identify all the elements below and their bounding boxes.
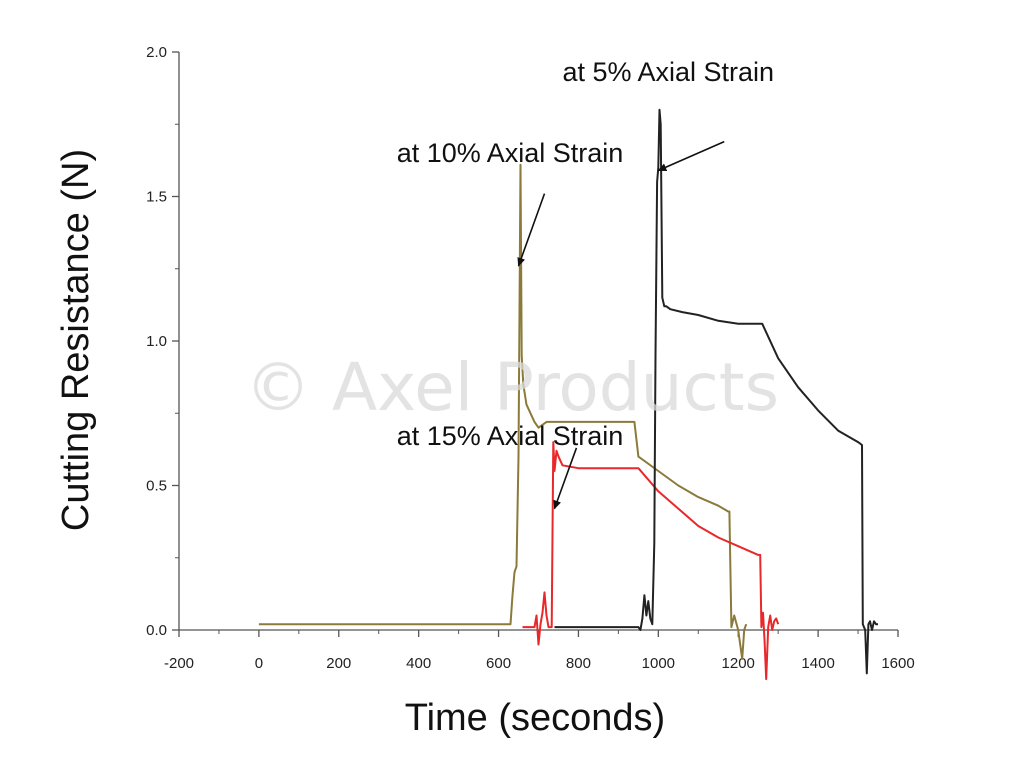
y-tick-label: 0.5 [146, 478, 167, 495]
series-line-3 [554, 108, 878, 675]
annotation-label-1: at 5% Axial Strain [562, 57, 774, 87]
x-tick-label: 1200 [722, 655, 755, 672]
series-layer [258, 108, 878, 681]
x-tick-label: 0 [255, 655, 263, 672]
annotation-layer: at 5% Axial Strain at 10% Axial Strain at … [397, 57, 774, 510]
y-tick-label: 0.0 [146, 622, 167, 639]
x-tick-label: 1400 [801, 655, 834, 672]
annotation-arrow-1 [657, 140, 725, 172]
y-tick-label: 1.5 [146, 189, 167, 206]
x-tick-label: 200 [326, 655, 351, 672]
annotation-arrow-3 [553, 447, 578, 510]
y-axis-title: Cutting Resistance (N) [55, 149, 97, 531]
series-line-2 [522, 441, 780, 681]
y-tick-label: 1.0 [146, 333, 167, 350]
x-tick-label: 600 [486, 655, 511, 672]
x-tick-label: 800 [566, 655, 591, 672]
annotation-arrow-2 [517, 193, 546, 267]
y-tick-label: 2.0 [146, 44, 167, 61]
annotation-label-3: at 15% Axial Strain [397, 421, 624, 451]
x-tick-label: 400 [406, 655, 431, 672]
annotation-label-2: at 10% Axial Strain [397, 138, 624, 168]
x-tick-label: 1600 [881, 655, 914, 672]
x-tick-label: -200 [164, 655, 194, 672]
x-tick-label: 1000 [642, 655, 675, 672]
axes: 0.0 0.5 1.0 1.5 2.0 -200 0 200 400 600 800 1000 1200… [146, 44, 915, 672]
series-line-1 [258, 163, 748, 660]
watermark-text: © Axel Products [245, 349, 779, 426]
x-axis-title: Time (seconds) [405, 697, 665, 739]
